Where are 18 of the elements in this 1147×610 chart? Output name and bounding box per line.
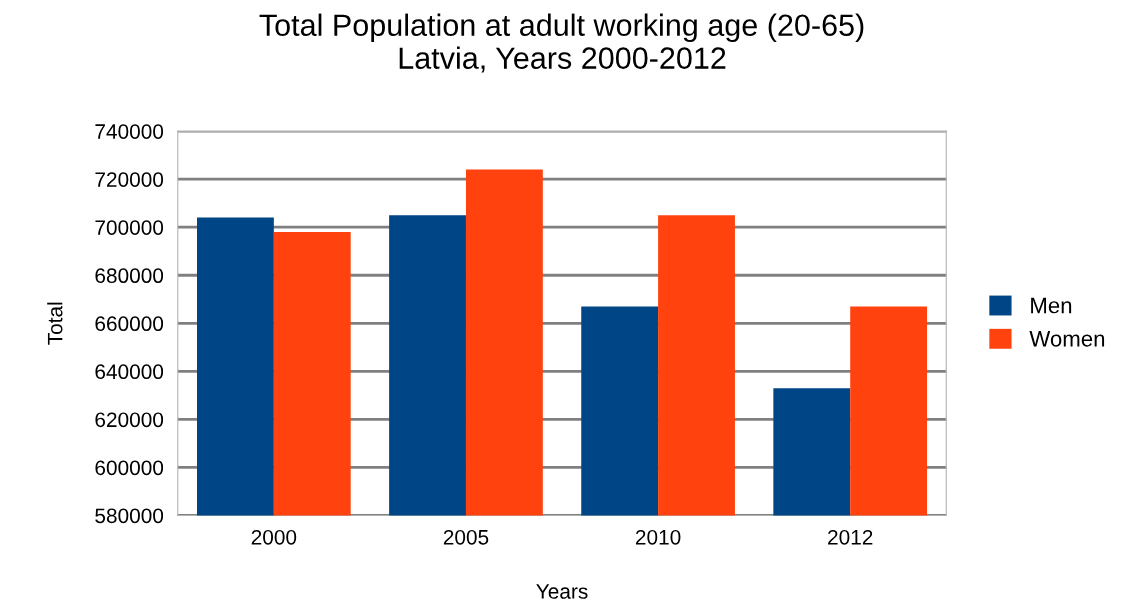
y-tick-label: 700000 — [95, 220, 164, 235]
x-tick-label: 2000 — [251, 529, 297, 545]
y-tick-label: 660000 — [95, 316, 164, 332]
x-tick-label: 2010 — [635, 529, 681, 545]
y-tick-label: 580000 — [95, 508, 164, 524]
y-tick-label: 600000 — [95, 460, 164, 476]
y-tick-label: 640000 — [95, 364, 164, 380]
y-axis-title: Total — [47, 302, 63, 345]
y-tick-label: 680000 — [95, 268, 164, 284]
legend-label: Men — [1031, 297, 1072, 314]
chart-title: Total Population at adult working age (20-65) Latvia, Years 2000-2012 — [259, 13, 864, 73]
y-tick-label: 720000 — [95, 172, 164, 187]
x-tick-label: 2005 — [443, 529, 489, 545]
y-tick-label: 740000 — [95, 124, 164, 139]
x-tick-label: 2012 — [828, 529, 873, 545]
legend-label: Women — [1029, 331, 1105, 347]
x-axis-title: Years — [536, 584, 588, 599]
y-tick-label: 620000 — [95, 412, 164, 428]
